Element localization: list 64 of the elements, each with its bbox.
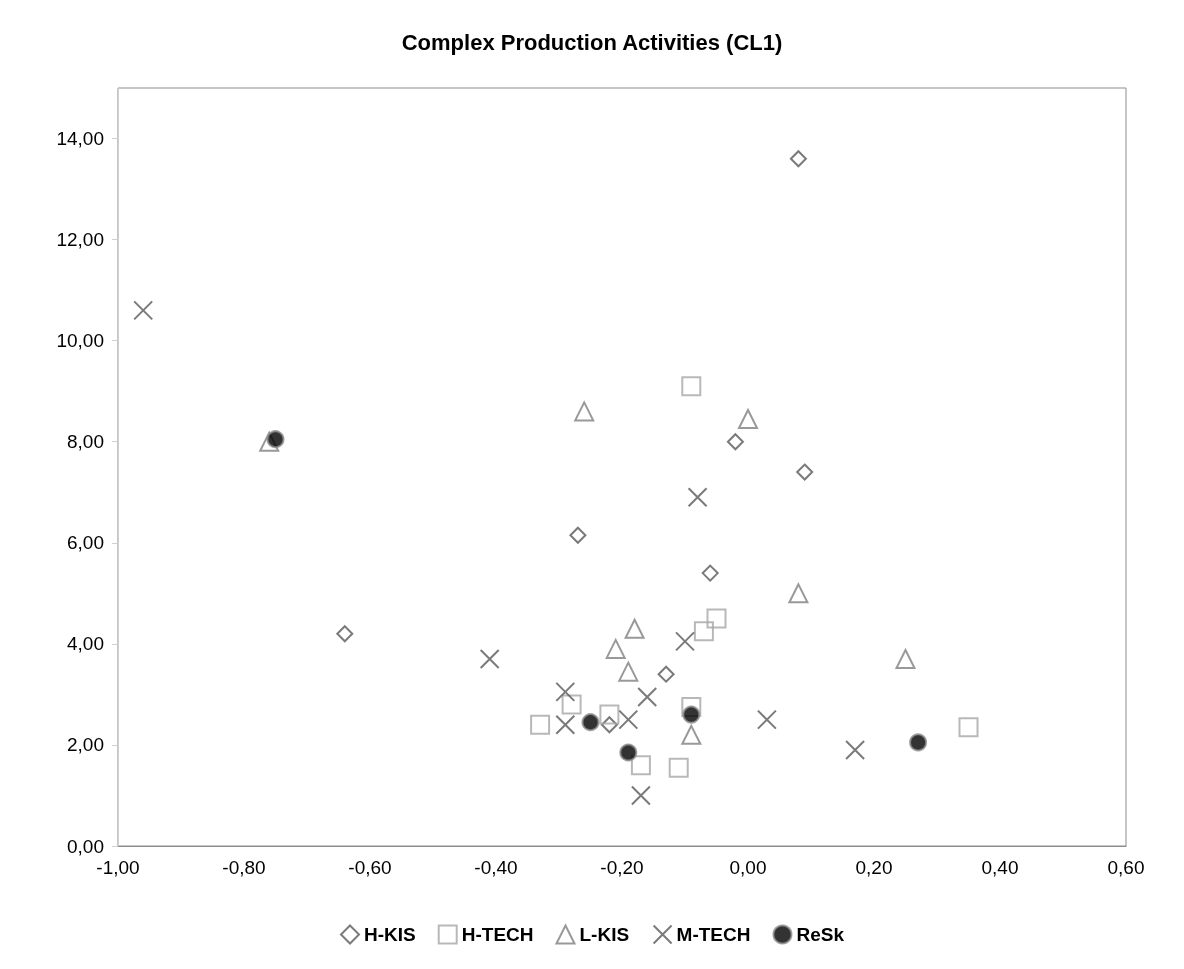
y-tick-label: 6,00 xyxy=(67,532,104,554)
point xyxy=(574,401,595,422)
point xyxy=(693,621,714,642)
x-tick-label: 0,00 xyxy=(729,857,767,878)
point xyxy=(681,376,702,397)
x-tick-label: -1,00 xyxy=(96,857,140,878)
legend-label: H-KIS xyxy=(364,924,416,945)
point xyxy=(624,618,645,639)
x-tick-label: -0,60 xyxy=(348,857,392,878)
point xyxy=(581,713,600,732)
point xyxy=(726,433,744,451)
y-tick-label: 2,00 xyxy=(67,734,104,756)
point xyxy=(618,661,639,682)
point xyxy=(687,487,708,508)
x-tick-label: 0,20 xyxy=(855,857,893,878)
point xyxy=(701,564,719,582)
point xyxy=(788,583,809,604)
point xyxy=(895,649,916,670)
point xyxy=(619,743,638,762)
y-tick-label: 12,00 xyxy=(56,229,104,251)
y-tick-label: 0,00 xyxy=(67,835,104,857)
y-tick-label: 8,00 xyxy=(67,431,104,453)
point xyxy=(630,785,651,806)
point xyxy=(789,150,807,168)
legend-label: L-KIS xyxy=(579,924,630,945)
point xyxy=(909,733,928,752)
x-tick-label: 0,60 xyxy=(1107,857,1145,878)
y-tick-label: 14,00 xyxy=(56,128,104,150)
point xyxy=(682,705,701,724)
point xyxy=(605,638,626,659)
point xyxy=(845,739,866,760)
point xyxy=(681,697,702,718)
point xyxy=(479,649,500,670)
point xyxy=(569,526,587,544)
point xyxy=(133,300,154,321)
point xyxy=(618,709,639,730)
x-tick-label: -0,40 xyxy=(474,857,518,878)
point xyxy=(266,430,285,449)
chart-title: Complex Production Activities (CL1) xyxy=(401,29,783,55)
point xyxy=(599,704,620,725)
x-tick-label: -0,80 xyxy=(222,857,266,878)
point xyxy=(561,694,582,715)
point xyxy=(796,463,814,481)
x-tick-label: -0,20 xyxy=(600,857,644,878)
point xyxy=(681,724,702,745)
point xyxy=(706,608,727,629)
legend-label: H-TECH xyxy=(461,924,534,945)
point xyxy=(336,625,354,643)
point xyxy=(756,709,777,730)
point xyxy=(530,714,551,735)
legend-label: ReSk xyxy=(796,924,845,945)
point xyxy=(668,757,689,778)
x-tick-label: 0,40 xyxy=(981,857,1019,878)
point xyxy=(675,631,695,652)
point xyxy=(637,686,658,707)
point xyxy=(555,714,576,735)
point xyxy=(630,755,651,776)
point xyxy=(738,408,758,429)
y-tick-label: 10,00 xyxy=(56,330,104,352)
y-tick-label: 4,00 xyxy=(67,633,104,655)
legend-label: M-TECH xyxy=(676,924,751,945)
point xyxy=(958,717,979,738)
point xyxy=(555,681,576,702)
point xyxy=(657,665,675,683)
